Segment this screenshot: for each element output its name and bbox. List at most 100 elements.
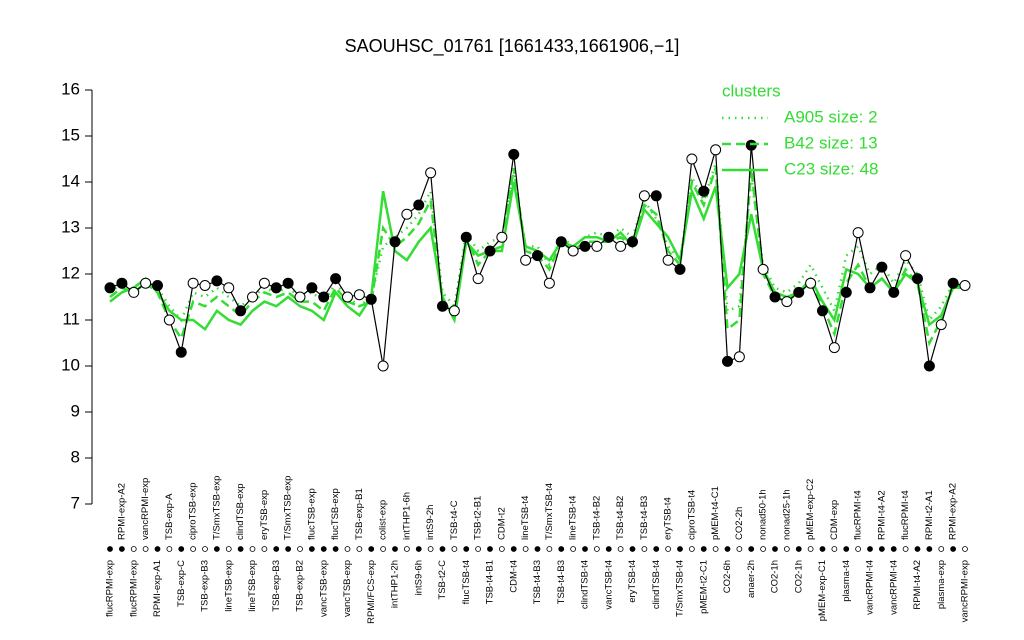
sample-dot <box>914 546 921 552</box>
point <box>365 293 377 305</box>
point <box>508 148 520 160</box>
x-tick-label: T/SmxTSB-exp <box>283 476 294 540</box>
cluster-line <box>109 163 965 323</box>
point <box>496 231 508 243</box>
sample-dot <box>760 546 767 552</box>
point <box>840 286 852 298</box>
sample-dot <box>249 546 256 552</box>
point <box>520 254 532 266</box>
sample-dot <box>392 546 398 552</box>
point <box>567 245 579 257</box>
sample-dot <box>427 546 434 552</box>
y-tick-label: 14 <box>61 171 80 190</box>
point <box>389 236 401 248</box>
point <box>627 236 638 248</box>
sample-dot <box>688 546 695 552</box>
sample-dot <box>819 546 826 552</box>
point <box>722 355 733 367</box>
sample-dot <box>712 546 719 552</box>
sample-dot <box>783 546 790 552</box>
point <box>828 342 840 354</box>
x-tick-label: plasma-t4 <box>841 560 852 602</box>
point <box>282 277 294 289</box>
point <box>247 291 258 303</box>
sample-dot <box>962 546 968 552</box>
x-tick-label: vancRPMI-t4 <box>865 560 876 615</box>
sample-dot <box>617 546 624 552</box>
y-tick-label: 15 <box>61 125 80 144</box>
point <box>805 277 817 289</box>
point <box>674 263 686 275</box>
y-tick-label: 8 <box>71 447 80 466</box>
x-tick-label: RPMI-exp-A1 <box>152 560 163 617</box>
sample-dot <box>118 546 125 552</box>
x-tick-label: flucRPMI-exp <box>105 560 116 617</box>
x-tick-label: lineTSB-t4 <box>520 496 531 540</box>
point <box>258 277 270 289</box>
point <box>330 273 342 285</box>
x-tick-label: plasma-exp <box>936 560 947 609</box>
sample-dot <box>534 546 541 552</box>
sample-dot <box>772 546 778 552</box>
point <box>235 305 247 317</box>
point <box>306 282 318 294</box>
point <box>733 351 745 363</box>
sample-dot <box>451 546 458 552</box>
x-tick-label: CO2-6h <box>722 560 733 593</box>
sample-dot <box>297 546 303 552</box>
y-tick-label: 11 <box>62 309 80 328</box>
sample-dot <box>178 546 185 552</box>
x-tick-label: flucRPMI-t4 <box>853 490 864 540</box>
x-tick-label: RPMI-t2-A1 <box>924 490 935 540</box>
x-tick-label: TSB-t4-B1 <box>485 560 496 604</box>
x-tick-label: flucRPMI-t4 <box>900 490 911 540</box>
x-tick-label: T/SmxTSB-t4 <box>544 483 555 540</box>
point <box>413 199 425 211</box>
point <box>555 236 567 248</box>
point <box>448 305 460 317</box>
x-tick-label: eryTSB-t4 <box>663 497 674 540</box>
sample-dot <box>748 546 755 552</box>
point <box>437 300 448 312</box>
point <box>140 277 152 289</box>
x-tick-label: intS9-2h <box>425 505 436 540</box>
sample-dot <box>320 546 327 552</box>
point <box>318 291 330 303</box>
point <box>187 277 199 289</box>
point <box>935 319 947 331</box>
sample-dot <box>546 546 553 552</box>
sample-dot <box>439 546 446 552</box>
legend-label: A905 size: 2 <box>784 107 878 126</box>
x-tick-label: TSB-exp-B3 <box>200 560 211 612</box>
x-tick-label: CO2-1h <box>770 560 781 593</box>
x-tick-label: T/SmxTSB-t4 <box>675 560 686 617</box>
point <box>793 286 805 298</box>
sample-dot <box>332 546 339 552</box>
x-tick-label: vancTSB-exp <box>318 560 329 617</box>
x-tick-label: flucTSB-exp <box>330 488 341 540</box>
sample-dot <box>570 546 577 552</box>
sample-dot <box>665 546 672 552</box>
x-tick-label: colist-exp <box>378 500 389 540</box>
sample-dot <box>190 546 197 552</box>
x-tick-label: pMEM-t2-C1 <box>698 560 709 614</box>
legend-title: clusters <box>722 81 781 100</box>
x-tick-label: pMEM-t4-C1 <box>710 486 721 540</box>
point <box>698 185 710 197</box>
point <box>377 360 389 372</box>
y-tick-label: 12 <box>61 263 80 282</box>
sample-dot <box>380 546 387 552</box>
sample-dot <box>558 546 565 552</box>
sample-dot <box>213 546 220 552</box>
x-tick-label: TSB-t4-B2 <box>591 496 602 540</box>
point <box>959 280 971 291</box>
sample-dot <box>308 546 315 552</box>
point <box>484 245 496 257</box>
point <box>543 277 555 289</box>
point <box>686 153 698 165</box>
sample-dot <box>855 546 862 552</box>
point <box>472 273 484 285</box>
sample-dot <box>225 546 232 552</box>
sample-dot <box>653 546 660 552</box>
point <box>175 346 187 358</box>
